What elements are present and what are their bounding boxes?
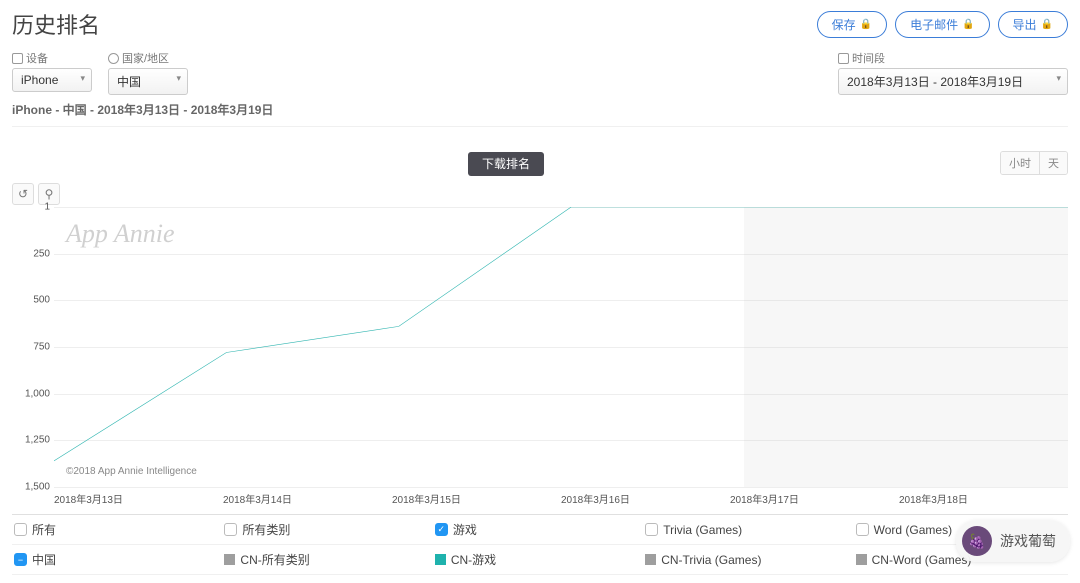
country-label: 国家/地区 (108, 50, 188, 66)
tab-download-rank[interactable]: 下载排名 (468, 152, 544, 176)
daterange-filter: 时间段 2018年3月13日 - 2018年3月19日 (838, 50, 1068, 95)
divider (12, 126, 1068, 127)
legend-checkbox-item[interactable]: 所有类别 (224, 521, 434, 538)
x-tick-label: 2018年3月13日 (54, 488, 223, 506)
legend-series-item[interactable]: CN-Trivia (Games) (645, 553, 855, 567)
checkbox-icon (645, 523, 658, 536)
action-buttons: 保存🔒 电子邮件🔒 导出🔒 (817, 11, 1068, 38)
y-tick-label: 250 (12, 248, 50, 259)
device-select[interactable]: iPhone (12, 68, 92, 92)
x-tick-label: 2018年3月14日 (223, 488, 392, 506)
time-granularity-toggle: 小时 天 (1000, 151, 1068, 175)
checkbox-icon (856, 523, 869, 536)
series-color-swatch (435, 554, 446, 565)
legend-checkbox-item[interactable]: ✓游戏 (435, 521, 645, 538)
x-tick-label: 2018年3月18日 (899, 488, 1068, 506)
email-button[interactable]: 电子邮件🔒 (895, 11, 989, 38)
lock-icon: 🔒 (1041, 19, 1053, 30)
x-tick-label: 2018年3月16日 (561, 488, 730, 506)
lock-icon: 🔒 (860, 19, 872, 30)
overlay-avatar-icon: 🍇 (962, 526, 992, 556)
rank-chart: App Annie ©2018 App Annie Intelligence 1… (12, 207, 1068, 506)
lock-icon: 🔒 (962, 19, 974, 30)
legend-series-item[interactable]: CN-所有类别 (224, 551, 434, 568)
checkbox-minus-icon: − (14, 553, 27, 566)
save-button[interactable]: 保存🔒 (817, 11, 887, 38)
checkbox-icon (224, 523, 237, 536)
x-tick-label: 2018年3月17日 (730, 488, 899, 506)
checkbox-icon (14, 523, 27, 536)
country-select[interactable]: 中国 (108, 68, 188, 95)
wechat-overlay: 🍇 游戏葡萄 (956, 520, 1070, 562)
legend-checkbox-item[interactable]: Trivia (Games) (645, 523, 855, 537)
device-filter: 设备 iPhone (12, 50, 92, 95)
y-tick-label: 500 (12, 295, 50, 306)
checkbox-icon: ✓ (435, 523, 448, 536)
overlay-label: 游戏葡萄 (1000, 531, 1056, 551)
toggle-day[interactable]: 天 (1039, 152, 1067, 174)
y-tick-label: 1 (12, 202, 50, 213)
x-axis: 2018年3月13日2018年3月14日2018年3月15日2018年3月16日… (54, 487, 1068, 506)
legend-country-item[interactable]: −中国 (14, 551, 224, 568)
daterange-label: 时间段 (838, 50, 1068, 66)
y-tick-label: 1,250 (12, 435, 50, 446)
toggle-hour[interactable]: 小时 (1001, 152, 1039, 174)
breadcrumb: iPhone - 中国 - 2018年3月13日 - 2018年3月19日 (12, 101, 1068, 118)
series-color-swatch (856, 554, 867, 565)
legend-series-item[interactable]: CN-游戏 (435, 551, 645, 568)
country-filter: 国家/地区 中国 (108, 50, 188, 95)
device-label: 设备 (12, 50, 92, 66)
series-color-swatch (645, 554, 656, 565)
legend-checkbox-item[interactable]: 所有 (14, 521, 224, 538)
y-tick-label: 1,000 (12, 388, 50, 399)
page-title: 历史排名 (12, 8, 100, 40)
y-tick-label: 750 (12, 341, 50, 352)
y-tick-label: 1,500 (12, 482, 50, 493)
daterange-select[interactable]: 2018年3月13日 - 2018年3月19日 (838, 68, 1068, 95)
x-tick-label: 2018年3月15日 (392, 488, 561, 506)
series-color-swatch (224, 554, 235, 565)
export-button[interactable]: 导出🔒 (998, 11, 1068, 38)
